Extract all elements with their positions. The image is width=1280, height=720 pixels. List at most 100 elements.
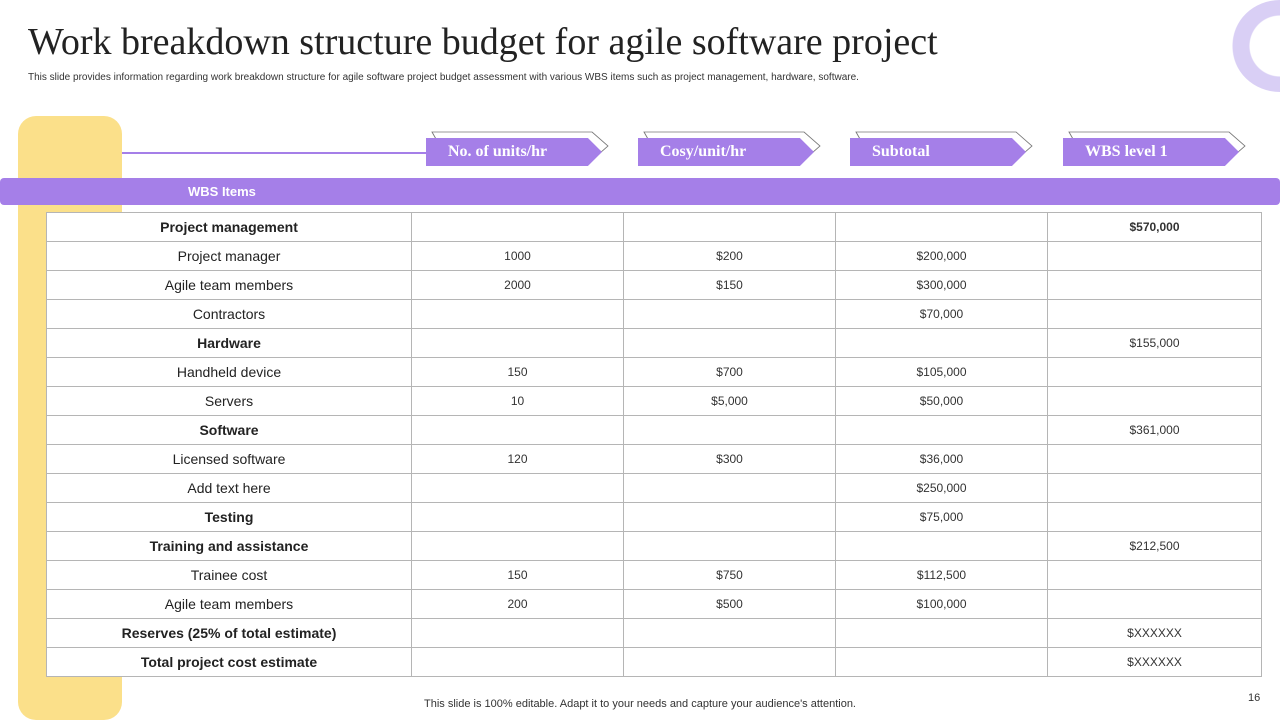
wbs-level1-cell xyxy=(1047,473,1262,503)
wbs-level1-cell: $212,500 xyxy=(1047,531,1262,561)
cost-cell xyxy=(623,212,836,242)
table-row: Total project cost estimate $XXXXXX xyxy=(46,647,1262,677)
units-cell: 200 xyxy=(411,589,624,619)
cost-cell xyxy=(623,415,836,445)
wbs-level1-cell: $570,000 xyxy=(1047,212,1262,242)
subtotal-cell: $75,000 xyxy=(835,502,1048,532)
wbs-level1-cell xyxy=(1047,560,1262,590)
units-cell xyxy=(411,502,624,532)
wbs-level1-cell xyxy=(1047,241,1262,271)
subtotal-cell: $36,000 xyxy=(835,444,1048,474)
cost-cell xyxy=(623,531,836,561)
header-label: Subtotal xyxy=(872,143,930,160)
subtotal-cell: $200,000 xyxy=(835,241,1048,271)
header-cost: Cosy/unit/hr xyxy=(638,131,821,166)
table-row: Add text here $250,000 xyxy=(46,473,1262,503)
units-cell: 150 xyxy=(411,357,624,387)
row-name-cell: Software xyxy=(46,415,412,445)
table-row: Hardware $155,000 xyxy=(46,328,1262,358)
footer-note: This slide is 100% editable. Adapt it to… xyxy=(424,698,856,710)
row-name-cell: Testing xyxy=(46,502,412,532)
units-cell: 120 xyxy=(411,444,624,474)
cost-cell: $700 xyxy=(623,357,836,387)
table-row: Agile team members 2000 $150 $300,000 xyxy=(46,270,1262,300)
row-name-cell: Handheld device xyxy=(46,357,412,387)
row-name-cell: Add text here xyxy=(46,473,412,503)
row-name-cell: Agile team members xyxy=(46,270,412,300)
slide-title: Work breakdown structure budget for agil… xyxy=(28,21,938,63)
cost-cell xyxy=(623,473,836,503)
header-connector-line xyxy=(122,152,430,154)
table-row: Licensed software 120 $300 $36,000 xyxy=(46,444,1262,474)
page-number: 16 xyxy=(1248,692,1261,704)
wbs-level1-cell xyxy=(1047,270,1262,300)
units-cell xyxy=(411,473,624,503)
units-cell xyxy=(411,618,624,648)
units-cell xyxy=(411,647,624,677)
subtotal-cell: $250,000 xyxy=(835,473,1048,503)
units-cell xyxy=(411,531,624,561)
header-wbs-level-1: WBS level 1 xyxy=(1063,131,1246,166)
row-name-cell: Hardware xyxy=(46,328,412,358)
cost-cell: $750 xyxy=(623,560,836,590)
subtotal-cell xyxy=(835,531,1048,561)
subtotal-cell: $100,000 xyxy=(835,589,1048,619)
wbs-level1-cell xyxy=(1047,502,1262,532)
subtotal-cell xyxy=(835,328,1048,358)
header-label: Cosy/unit/hr xyxy=(660,143,747,160)
wbs-level1-cell: $155,000 xyxy=(1047,328,1262,358)
table-row: Testing $75,000 xyxy=(46,502,1262,532)
table-row: Agile team members 200 $500 $100,000 xyxy=(46,589,1262,619)
subtotal-cell: $50,000 xyxy=(835,386,1048,416)
table-row: Contractors $70,000 xyxy=(46,299,1262,329)
table-row: Project management $570,000 xyxy=(46,212,1262,242)
wbs-level1-cell xyxy=(1047,299,1262,329)
wbs-level1-cell: $XXXXXX xyxy=(1047,618,1262,648)
wbs-level1-cell: $361,000 xyxy=(1047,415,1262,445)
cost-cell: $200 xyxy=(623,241,836,271)
decorative-ring xyxy=(1232,0,1280,92)
header-fill-shape xyxy=(1063,138,1239,166)
cost-cell xyxy=(623,328,836,358)
subtotal-cell xyxy=(835,212,1048,242)
header-fill-shape xyxy=(850,138,1026,166)
row-name-cell: Project manager xyxy=(46,241,412,271)
wbs-level1-cell: $XXXXXX xyxy=(1047,647,1262,677)
header-subtotal: Subtotal xyxy=(850,131,1033,166)
wbs-budget-table-body: Project management $570,000 Project manage… xyxy=(46,212,1262,677)
subtotal-cell: $70,000 xyxy=(835,299,1048,329)
table-row: Handheld device 150 $700 $105,000 xyxy=(46,357,1262,387)
cost-cell: $300 xyxy=(623,444,836,474)
table-row: Reserves (25% of total estimate) $XXXXXX xyxy=(46,618,1262,648)
header-label: No. of units/hr xyxy=(448,143,548,160)
header-label: WBS level 1 xyxy=(1085,143,1168,160)
cost-cell: $5,000 xyxy=(623,386,836,416)
cost-cell xyxy=(623,647,836,677)
row-name-cell: Trainee cost xyxy=(46,560,412,590)
wbs-level1-cell xyxy=(1047,589,1262,619)
cost-cell: $500 xyxy=(623,589,836,619)
row-name-cell: Total project cost estimate xyxy=(46,647,412,677)
cost-cell xyxy=(623,502,836,532)
table-row: Software $361,000 xyxy=(46,415,1262,445)
wbs-level1-cell xyxy=(1047,386,1262,416)
cost-cell: $150 xyxy=(623,270,836,300)
row-name-cell: Agile team members xyxy=(46,589,412,619)
row-name-cell: Contractors xyxy=(46,299,412,329)
header-fill-shape xyxy=(638,138,814,166)
units-cell xyxy=(411,299,624,329)
table-row: Servers 10 $5,000 $50,000 xyxy=(46,386,1262,416)
cost-cell xyxy=(623,618,836,648)
units-cell: 2000 xyxy=(411,270,624,300)
table-row: Training and assistance $212,500 xyxy=(46,531,1262,561)
wbs-level1-cell xyxy=(1047,444,1262,474)
wbs-items-label: WBS Items xyxy=(188,184,256,199)
row-name-cell: Project management xyxy=(46,212,412,242)
table-row: Trainee cost 150 $750 $112,500 xyxy=(46,560,1262,590)
row-name-cell: Servers xyxy=(46,386,412,416)
row-name-cell: Reserves (25% of total estimate) xyxy=(46,618,412,648)
units-cell: 1000 xyxy=(411,241,624,271)
wbs-items-band: WBS Items xyxy=(0,178,1280,205)
units-cell xyxy=(411,212,624,242)
row-name-cell: Licensed software xyxy=(46,444,412,474)
